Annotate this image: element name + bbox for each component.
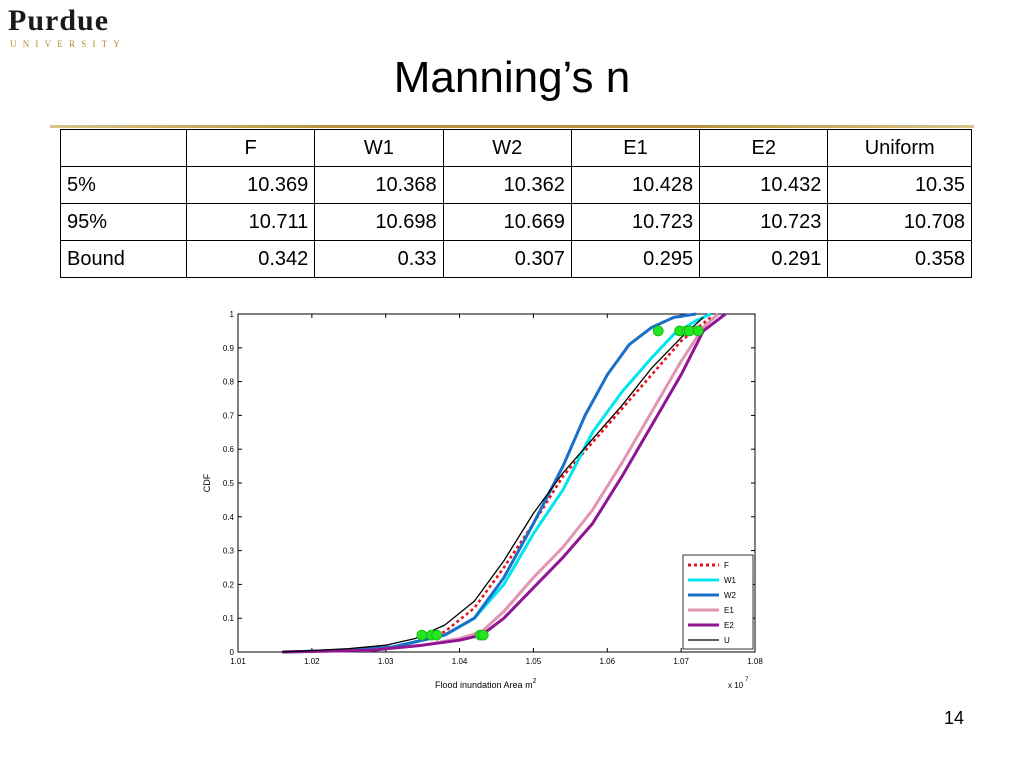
y-tick-label: 0.4	[223, 513, 235, 522]
percentile-marker	[416, 629, 428, 641]
table-cell: 10.428	[570, 166, 701, 204]
x-tick-label: 1.05	[526, 657, 542, 666]
table-row: 5% 10.369 10.368 10.362 10.428 10.432 10.35	[60, 166, 972, 204]
y-tick-label: 0.5	[223, 479, 235, 488]
legend-label: E1	[724, 606, 734, 615]
table-header-cell: F	[185, 129, 316, 167]
percentile-marker	[431, 629, 443, 641]
cdf-chart: 1.01 1.02 1.03 1.04 1.05 1.06 1.07 1.08 0 0.1 0.2 0…	[202, 310, 763, 690]
table-cell: 10.368	[314, 166, 444, 204]
table-row-label: Bound	[60, 240, 187, 278]
legend-label: F	[724, 561, 729, 570]
percentile-marker	[652, 325, 664, 337]
table-row: 95% 10.711 10.698 10.669 10.723 10.723 10.708	[60, 203, 972, 241]
series-line-u	[282, 316, 704, 653]
percentile-marker	[477, 629, 489, 641]
y-tick-label: 1	[230, 310, 235, 319]
table-cell: 10.723	[570, 203, 701, 241]
table-header-cell	[60, 129, 187, 167]
table-cell: 0.307	[442, 240, 572, 278]
table-header-row: F W1 W2 E1 E2 Uniform	[60, 129, 972, 167]
x-axis-label-text: Flood inundation Area m	[435, 680, 533, 690]
table-cell: 10.669	[442, 203, 572, 241]
table-cell: 0.358	[827, 240, 972, 278]
title-divider	[50, 125, 974, 128]
logo-wordmark: Purdue	[8, 4, 110, 37]
series-line-w2	[282, 312, 697, 654]
y-tick-label: 0.9	[223, 344, 235, 353]
x-multiplier-text: x 10	[728, 681, 744, 690]
series-line-e1	[282, 312, 720, 654]
table-cell: 10.362	[442, 166, 572, 204]
table-cell: 10.432	[699, 166, 829, 204]
x-axis-label-superscript: 2	[533, 678, 537, 685]
series-line-f	[282, 316, 712, 654]
table-header-cell: E2	[699, 129, 829, 167]
series-line-w1	[282, 312, 712, 654]
series-line-e2	[282, 312, 727, 654]
x-tick-label: 1.04	[452, 657, 468, 666]
legend-label: E2	[724, 621, 734, 630]
y-tick-label: 0.8	[223, 378, 235, 387]
x-tick-label: 1.03	[378, 657, 394, 666]
logo-subtitle: UNIVERSITY	[10, 39, 126, 49]
purdue-logo: Purdue UNIVERSITY	[8, 6, 158, 52]
legend-label: U	[724, 636, 730, 645]
manning-stats-table: F W1 W2 E1 E2 Uniform 5% 10.369 10.368 10.362 10.4…	[60, 129, 972, 278]
x-axis-label: Flood inundation Area m2	[435, 678, 537, 690]
table-cell: 0.342	[185, 240, 316, 278]
y-tick-label: 0.3	[223, 547, 235, 556]
legend-label: W1	[724, 576, 737, 585]
y-tick-label: 0	[230, 648, 235, 657]
table-cell: 10.708	[827, 203, 972, 241]
table-row-label: 5%	[60, 166, 187, 204]
table-cell: 0.295	[570, 240, 701, 278]
table-header-cell: E1	[570, 129, 701, 167]
slide-title: Manning’s n	[393, 53, 631, 102]
y-tick-label: 0.6	[223, 445, 235, 454]
legend-box	[682, 554, 754, 650]
legend-label: W2	[724, 591, 737, 600]
table-header-cell: W2	[442, 129, 572, 167]
percentile-marker	[692, 325, 704, 337]
x-tick-label: 1.02	[304, 657, 320, 666]
x-multiplier: x 107	[728, 677, 749, 690]
table-header-cell: Uniform	[827, 129, 972, 167]
x-multiplier-exponent: 7	[745, 677, 749, 683]
table-row-label: 95%	[60, 203, 187, 241]
y-axis-label: CDF	[202, 473, 212, 492]
x-tick-label: 1.01	[230, 657, 246, 666]
table-cell: 10.723	[699, 203, 829, 241]
table-cell: 10.711	[185, 203, 316, 241]
table-row: Bound 0.342 0.33 0.307 0.295 0.291 0.358	[60, 240, 972, 278]
x-tick-label: 1.08	[747, 657, 763, 666]
x-tick-label: 1.06	[599, 657, 615, 666]
slide-number: 14	[943, 708, 964, 728]
table-cell: 10.369	[185, 166, 316, 204]
table-cell: 0.291	[699, 240, 829, 278]
y-tick-label: 0.2	[223, 580, 235, 589]
table-cell: 10.35	[827, 166, 972, 204]
y-tick-label: 0.7	[223, 411, 235, 420]
table-cell: 10.698	[314, 203, 444, 241]
table-cell: 0.33	[314, 240, 444, 278]
table-header-cell: W1	[314, 129, 444, 167]
y-tick-label: 0.1	[223, 614, 235, 623]
x-tick-label: 1.07	[673, 657, 689, 666]
